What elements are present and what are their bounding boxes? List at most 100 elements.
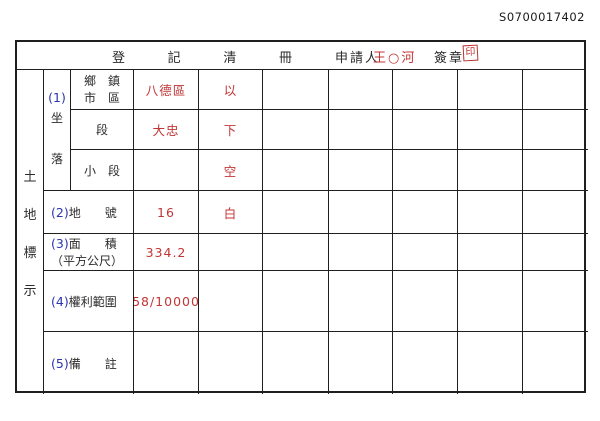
empty-cell — [263, 150, 329, 191]
empty-cell — [393, 110, 458, 150]
value-notes — [134, 332, 199, 394]
applicant-label: 申請人 — [335, 51, 381, 66]
empty-cell — [523, 70, 588, 110]
empty-cell — [199, 332, 263, 394]
value-township: 八德區 — [134, 70, 199, 110]
empty-cell — [458, 150, 523, 191]
empty-cell — [329, 150, 393, 191]
title-char: 記 — [167, 51, 181, 66]
empty-cell — [329, 191, 393, 234]
label-township-line1: 鄉 鎮 — [83, 73, 120, 88]
side-label-char: 地 — [23, 207, 37, 223]
empty-cell — [199, 271, 263, 332]
label-notes-num: (5) — [51, 355, 69, 371]
empty-cell — [393, 234, 458, 271]
empty-cell — [393, 191, 458, 234]
empty-cell — [523, 234, 588, 271]
label-area: (3)面 積 （平方公尺） — [44, 234, 134, 271]
empty-cell — [523, 271, 588, 332]
label-area-sub: （平方公尺） — [51, 253, 124, 268]
empty-cell — [458, 271, 523, 332]
empty-cell — [523, 191, 588, 234]
title-char: 冊 — [278, 51, 292, 66]
blank-marker-cell: 白 — [199, 191, 263, 234]
empty-cell — [393, 150, 458, 191]
empty-cell — [458, 191, 523, 234]
blank-marker-cell: 空 — [199, 150, 263, 191]
label-area-num: (3) — [51, 235, 69, 251]
empty-cell — [458, 110, 523, 150]
title-char: 登 — [112, 51, 126, 66]
label-rights-scope: (4) 權利範圍 — [44, 271, 134, 332]
empty-cell — [458, 234, 523, 271]
label-parcel-text: 地 號 — [68, 205, 117, 220]
form-header: 登 記 清 冊 申請人 王○河 簽章 印 — [17, 42, 584, 70]
label-parcel-num: (2) — [51, 204, 69, 220]
registration-form: 登 記 清 冊 申請人 王○河 簽章 印 土 地 標 示 (1) 坐 落 鄉 鎮… — [15, 40, 588, 394]
empty-cell — [329, 271, 393, 332]
empty-cell — [523, 150, 588, 191]
label-subsection-text: 小 段 — [83, 163, 120, 178]
empty-cell — [263, 234, 329, 271]
blank-marker-cell: 下 — [199, 110, 263, 150]
value-parcel-text: 16 — [157, 204, 175, 220]
form-title: 登 記 清 冊 — [112, 47, 292, 66]
label-section-text: 段 — [95, 123, 108, 137]
value-township-text: 八德區 — [145, 83, 187, 98]
applicant-name: 王○河 — [373, 51, 417, 66]
signature-label: 簽章 — [434, 51, 465, 66]
value-area-text: 334.2 — [145, 244, 187, 260]
seal-stamp: 印 — [462, 44, 479, 62]
blank-marker-char: 白 — [223, 205, 238, 221]
empty-cell — [523, 332, 588, 394]
blank-marker-char: 以 — [223, 83, 238, 98]
side-label-char: 示 — [23, 283, 37, 299]
side-label-char: 土 — [23, 169, 37, 185]
side-label-land-description: 土 地 標 示 — [17, 70, 44, 394]
empty-cell — [329, 332, 393, 394]
side-label-char: 標 — [23, 245, 37, 261]
empty-cell — [263, 70, 329, 110]
value-rights-scope: 58/10000 — [134, 271, 199, 332]
value-section-text: 大忠 — [152, 123, 180, 138]
value-section: 大忠 — [134, 110, 199, 150]
label-location-char: 坐 — [50, 111, 63, 125]
label-township-line2: 市 區 — [83, 90, 120, 105]
title-char: 清 — [223, 51, 237, 66]
label-location-group: (1) 坐 落 — [44, 70, 71, 191]
empty-cell — [393, 70, 458, 110]
empty-cell — [393, 332, 458, 394]
empty-cell — [329, 110, 393, 150]
label-township: 鄉 鎮 市 區 — [71, 70, 134, 110]
empty-cell — [458, 332, 523, 394]
empty-cell — [199, 234, 263, 271]
value-parcel-number: 16 — [134, 191, 199, 234]
empty-cell — [263, 110, 329, 150]
label-parcel-number: (2) 地 號 — [44, 191, 134, 234]
empty-cell — [263, 191, 329, 234]
empty-cell — [263, 271, 329, 332]
label-notes: (5) 備 註 — [44, 332, 134, 394]
label-subsection: 小 段 — [71, 150, 134, 191]
empty-cell — [523, 110, 588, 150]
empty-cell — [263, 332, 329, 394]
label-rights-num: (4) — [51, 293, 69, 309]
value-rights-text: 58/10000 — [134, 293, 199, 309]
label-location-number: (1) — [48, 90, 66, 105]
empty-cell — [329, 234, 393, 271]
label-area-text: 面 積 — [68, 236, 117, 251]
empty-cell — [393, 271, 458, 332]
blank-marker-char: 空 — [223, 163, 238, 179]
label-location-char: 落 — [50, 152, 63, 166]
label-rights-text: 權利範圍 — [68, 294, 117, 309]
label-area-line1: (3)面 積 — [51, 235, 117, 253]
value-subsection — [134, 150, 199, 191]
label-section: 段 — [71, 110, 134, 150]
value-area: 334.2 — [134, 234, 199, 271]
blank-marker-cell: 以 — [199, 70, 263, 110]
serial-number: S0700017402 — [499, 10, 585, 24]
blank-marker-char: 下 — [223, 123, 238, 138]
label-notes-text: 備 註 — [68, 356, 117, 371]
empty-cell — [329, 70, 393, 110]
empty-cell — [458, 70, 523, 110]
